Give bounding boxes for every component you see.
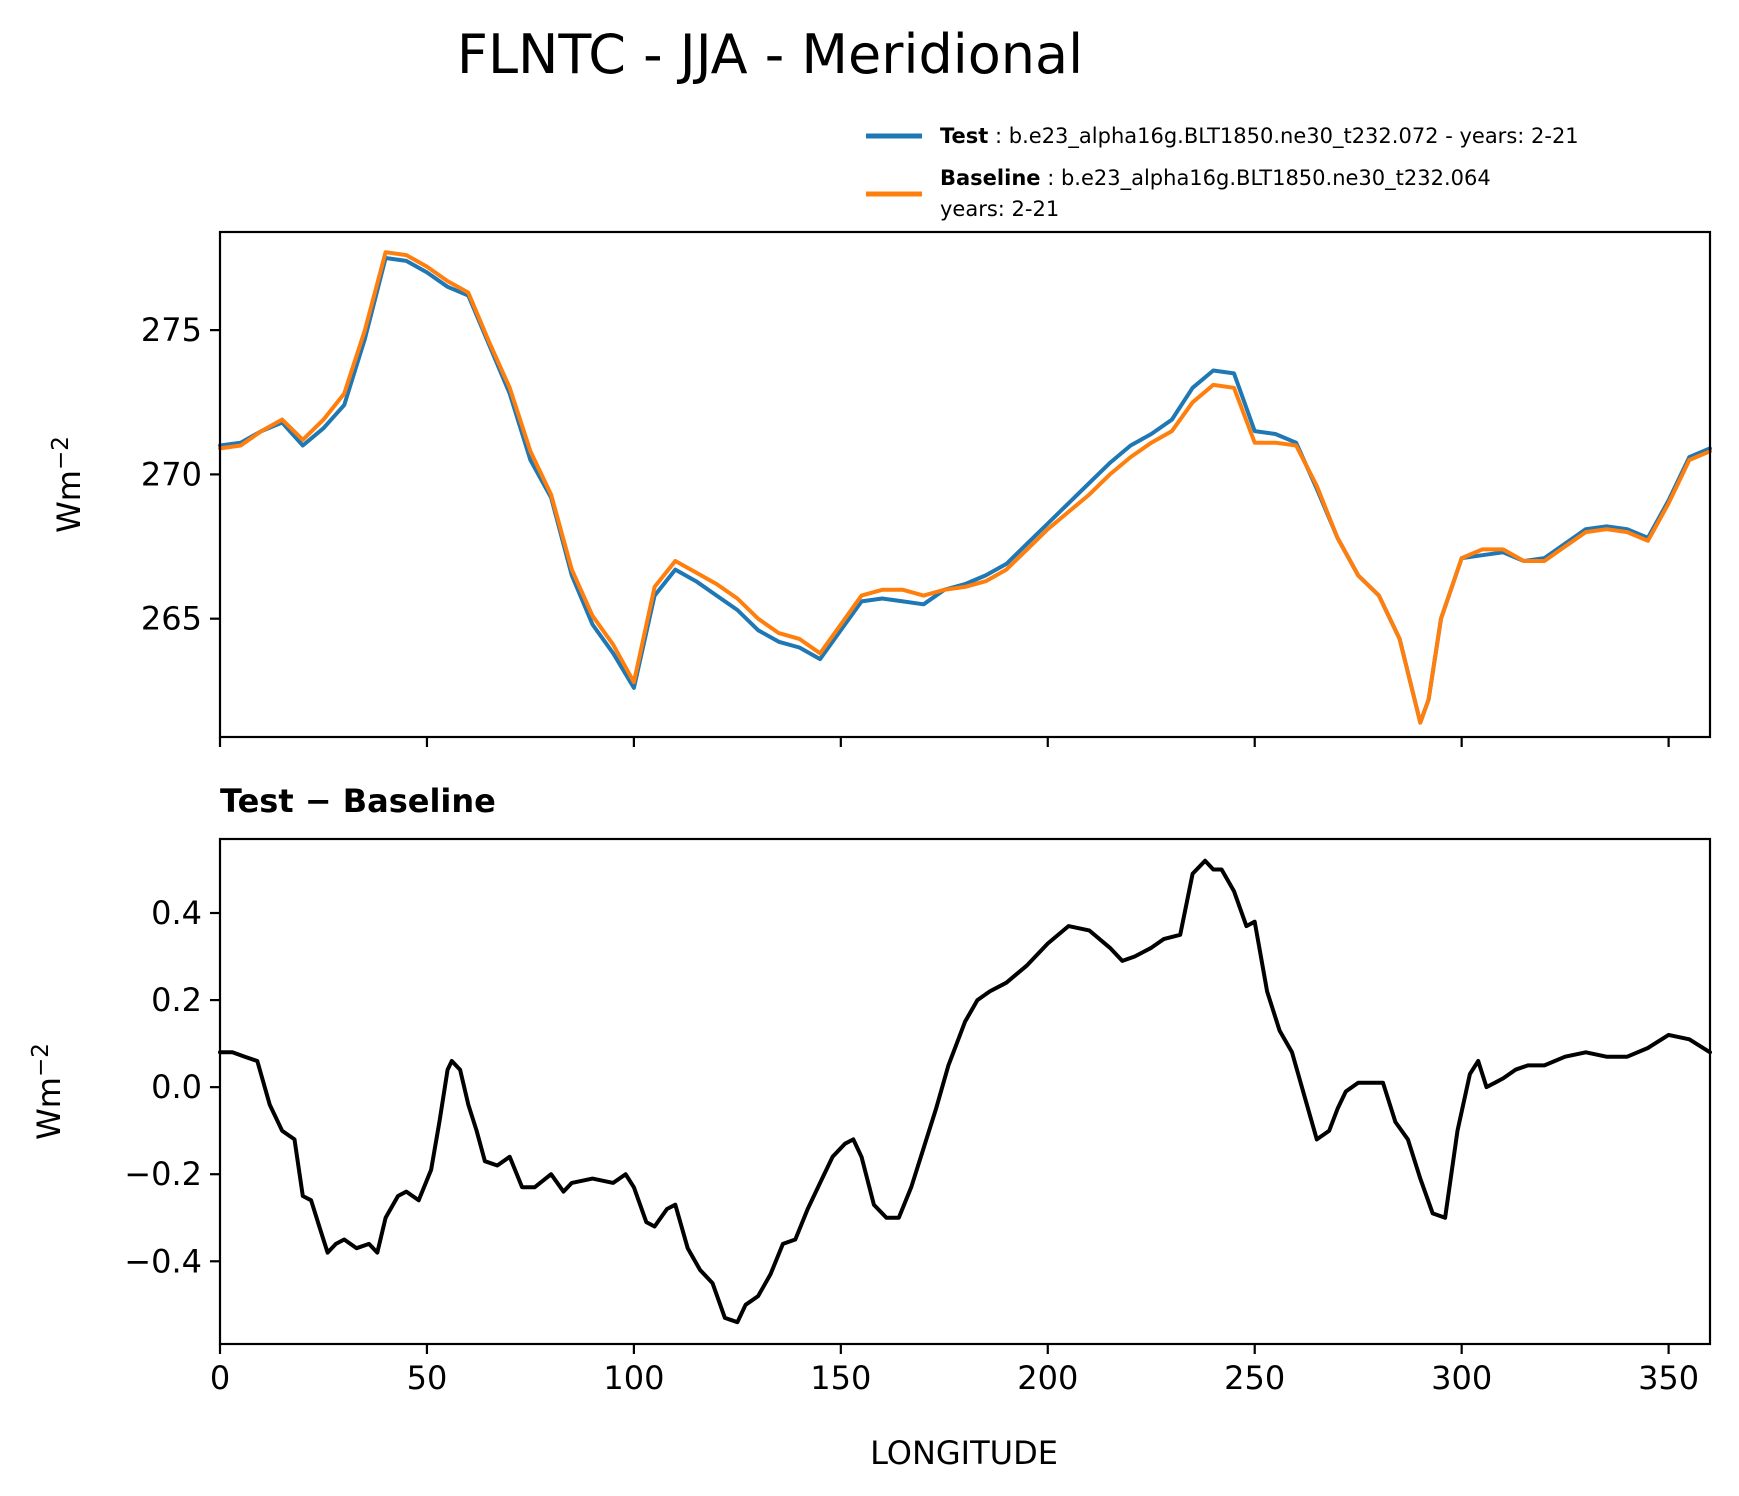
x-tick-label: 50 — [407, 1359, 448, 1397]
top-axes-frame — [218, 230, 1712, 739]
bottom-axes-frame — [218, 837, 1712, 1346]
legend: Test : b.e23_alpha16g.BLT1850.ne30_t232.… — [866, 124, 1579, 221]
legend-baseline-detail: : b.e23_alpha16g.BLT1850.ne30_t232.064 — [1047, 166, 1491, 191]
top-x-ticks — [218, 737, 1670, 747]
bottom-x-ticks: 0 50 100 150 200 250 300 350 — [210, 1344, 1699, 1397]
legend-baseline-label: Baseline — [940, 166, 1041, 190]
y-tick-label: 265 — [141, 600, 202, 638]
top-line-baseline — [218, 250, 1712, 725]
top-y-ticks: 265 270 275 — [141, 311, 220, 638]
bot-line-series-0 — [218, 858, 1712, 1325]
bottom-ylabel-base: Wm — [30, 1077, 68, 1140]
y-tick-label: −0.2 — [124, 1155, 202, 1193]
top-ylabel-base: Wm — [50, 470, 88, 533]
x-tick-label: 0 — [210, 1359, 230, 1397]
top-series-lines — [218, 250, 1712, 725]
bottom-panel: Test − Baseline 0 50 100 150 200 250 300 350 −0… — [28, 782, 1712, 1472]
x-tick-label: 250 — [1224, 1359, 1285, 1397]
y-tick-label: 0.4 — [151, 894, 202, 932]
y-tick-label: 0.2 — [151, 981, 202, 1019]
top-line-test — [218, 256, 1712, 725]
bottom-y-ticks: −0.4 −0.2 0.0 0.2 0.4 — [124, 894, 220, 1280]
top-ylabel-sup: −2 — [48, 436, 74, 470]
y-tick-label: −0.4 — [124, 1242, 202, 1280]
legend-entry-baseline: Baseline : b.e23_alpha16g.BLT1850.ne30_t… — [940, 166, 1491, 191]
y-tick-label: 270 — [141, 455, 202, 493]
bottom-series-lines — [218, 858, 1712, 1325]
y-tick-label: 275 — [141, 311, 202, 349]
bottom-y-axis-label: Wm−2 — [28, 1043, 68, 1140]
legend-entry-test: Test : b.e23_alpha16g.BLT1850.ne30_t232.… — [940, 124, 1579, 149]
chart-title: FLNTC - JJA - Meridional — [457, 23, 1083, 86]
bottom-ylabel-sup: −2 — [28, 1043, 54, 1077]
legend-baseline-years: years: 2-21 — [940, 197, 1059, 221]
bottom-panel-title: Test − Baseline — [220, 782, 496, 820]
y-tick-label: 0.0 — [151, 1068, 202, 1106]
x-tick-label: 150 — [810, 1359, 871, 1397]
top-y-axis-label: Wm−2 — [48, 436, 88, 533]
bottom-x-axis-label: LONGITUDE — [870, 1434, 1058, 1472]
x-tick-label: 100 — [603, 1359, 664, 1397]
x-tick-label: 200 — [1017, 1359, 1078, 1397]
top-panel: 265 270 275 Wm−2 — [48, 230, 1712, 747]
x-tick-label: 350 — [1638, 1359, 1699, 1397]
legend-test-detail: : b.e23_alpha16g.BLT1850.ne30_t232.072 -… — [995, 124, 1579, 149]
legend-test-label: Test — [940, 124, 988, 148]
x-tick-label: 300 — [1431, 1359, 1492, 1397]
